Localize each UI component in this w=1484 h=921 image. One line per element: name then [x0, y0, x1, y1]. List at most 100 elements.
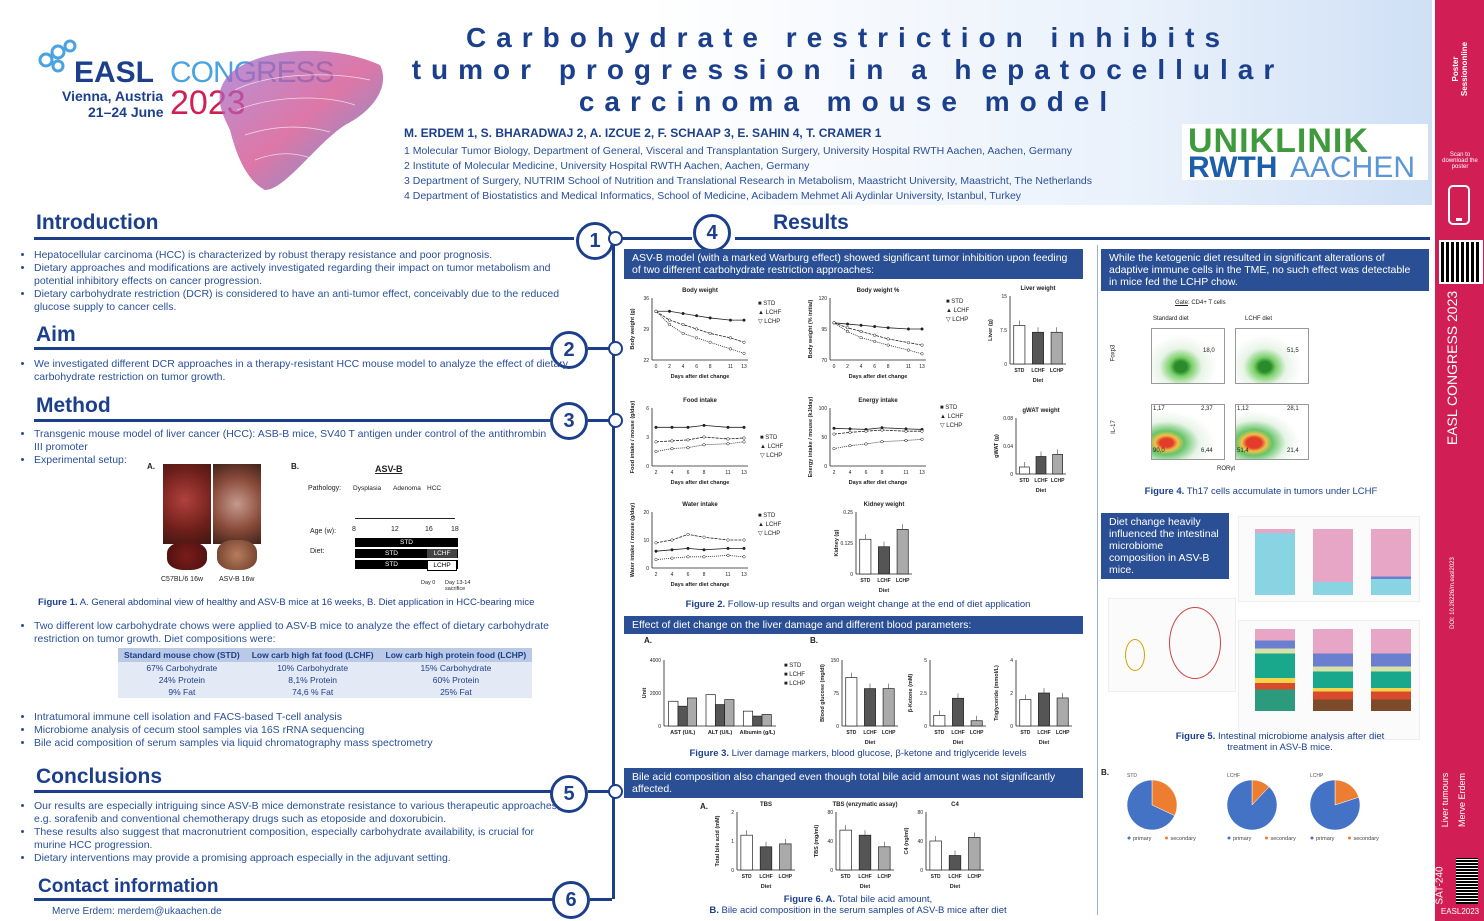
category-label: STD — [931, 874, 941, 880]
table-cell: 24% Protein — [118, 674, 246, 686]
legend-marker — [1265, 836, 1268, 840]
bar — [839, 829, 852, 871]
sidebar-doi: DOI: 10.26226/m.easl2023 — [1450, 557, 1456, 629]
facs-value: 28,1 — [1287, 406, 1299, 412]
pcoa-plot — [1108, 598, 1236, 692]
legend-lchp: LCHP — [764, 319, 781, 325]
spine-node — [608, 784, 623, 799]
intro-bullet: Hepatocellular carcinoma (HCC) is charac… — [34, 249, 579, 262]
method-heading: Method — [36, 394, 111, 417]
timeline-axis — [355, 518, 455, 519]
fig1-panel-b-label: B. — [291, 462, 299, 471]
bar — [948, 855, 962, 871]
fig3-panel-a-label: A. — [644, 636, 652, 645]
legend-lchf: LCHF — [767, 444, 784, 450]
bar — [858, 834, 872, 871]
pcoa-ellipse — [1169, 607, 1221, 679]
asvb-abdomen-photo — [213, 464, 261, 544]
uniklinik-logo: UNIKLINIK RWTH AACHEN — [1182, 124, 1428, 184]
legend-lchf-marker: ▲ — [758, 310, 766, 316]
method-bullet: Two different low carbohydrate chows wer… — [34, 620, 554, 646]
facs-std-label: Standard diet — [1153, 316, 1189, 322]
category-label: LCHP — [968, 874, 982, 880]
legend-lchp: LCHP — [789, 681, 806, 687]
facs-axis-ror: RORγt — [1217, 466, 1235, 472]
spine-node — [608, 231, 623, 246]
scheme-title: ASV-B — [375, 464, 403, 474]
section-number-2: 2 — [550, 331, 588, 369]
table-row: 24% Protein 8,1% Protein 60% Protein — [118, 674, 533, 686]
tick-label: 80 — [917, 810, 923, 816]
pie-legend: primary — [1133, 836, 1152, 842]
legend-std: STD — [763, 301, 776, 307]
results-rule — [735, 237, 1430, 240]
uniklinik-line2a: RWTH — [1188, 151, 1278, 184]
table-header: Standard mouse chow (STD) — [118, 648, 246, 662]
table-row: 67% Carbohydrate 10% Carbohydrate 15% Carb… — [118, 662, 533, 674]
microbiome-barplot-top — [1238, 516, 1420, 602]
microbiome-barplot-bottom — [1238, 620, 1420, 740]
pie-slice — [1151, 779, 1178, 816]
diet-bar-lchf-std: STD — [385, 550, 398, 557]
qr-code[interactable] — [1439, 240, 1483, 284]
spine-node — [608, 413, 623, 428]
facs-value: 90,0 — [1153, 448, 1165, 454]
aim-heading: Aim — [36, 323, 76, 346]
legend-std-marker: ■ — [946, 299, 952, 305]
affiliation-3: 3 Department of Surgery, NUTRIM School o… — [404, 175, 1093, 187]
facs-lchf-label: LCHF diet — [1245, 316, 1273, 322]
aim-bullets: We investigated different DCR approaches… — [20, 358, 569, 384]
bar — [779, 843, 792, 871]
hexagon-cluster-icon — [38, 39, 77, 73]
facs-axis-il17: IL-17 — [1110, 420, 1117, 434]
authors: M. ERDEM 1, S. BHARADWAJ 2, A. IZCUE 2, … — [404, 126, 882, 140]
facs-value: 6,44 — [1201, 448, 1213, 454]
contact-email[interactable]: Merve Erdem: merdem@ukaachen.de — [52, 906, 222, 917]
liver-illustration — [219, 50, 384, 191]
logo-dates: 21–24 June — [88, 104, 164, 120]
figure2-caption: Figure 2. Follow-up results and organ we… — [628, 599, 1088, 610]
legend-marker — [1310, 836, 1314, 840]
diet-composition-table: Standard mouse chow (STD) Low carb high … — [118, 648, 533, 698]
results-divider — [1097, 245, 1098, 915]
conclusion-bullet: These results also suggest that macronut… — [34, 826, 564, 852]
figure6a-label: A. — [700, 802, 708, 811]
table-cell: 74,6 % Fat — [245, 686, 380, 698]
legend-fig2b: ■ STD ▲ LCHF ▽ LCHP — [946, 298, 969, 325]
affiliation-1: 1 Molecular Tumor Biology, Department of… — [404, 145, 1073, 157]
x-axis-label: Diet — [860, 884, 871, 890]
category-label: LCHF — [759, 874, 772, 880]
diet-bar-std: STD — [355, 538, 458, 547]
fig1-panel-a-label: A. — [147, 462, 155, 471]
pie-slice — [1309, 779, 1361, 831]
sidebar-scan-text: Scan to download the poster — [1442, 152, 1478, 170]
bar — [878, 846, 891, 871]
conclusion-bullet: Our results are especially intriguing si… — [34, 800, 564, 826]
method-bullet: Microbiome analysis of cecum stool sampl… — [34, 724, 554, 737]
age-12: 12 — [391, 526, 399, 533]
poster-title: Carbohydrate restriction inhibits tumor … — [411, 22, 1285, 117]
microbiome-bar — [1371, 629, 1411, 711]
legend-lchp: LCHP — [946, 423, 963, 429]
x-axis-label: Diet — [761, 884, 772, 890]
fig3-panel-b-label: B. — [810, 636, 818, 645]
legend-std-marker: ■ — [760, 435, 766, 441]
figure4-caption: Figure 4. Th17 cells accumulate in tumor… — [1101, 486, 1421, 497]
asvb-liver-photo — [217, 540, 257, 570]
logo-place: Vienna, Austria — [62, 88, 164, 104]
figure3-caption-text: Liver damage markers, blood glucose, β-k… — [729, 748, 1027, 759]
method-rule — [34, 419, 554, 422]
sidebar-topic: Liver tumours — [1440, 772, 1450, 828]
microbiome-bar — [1255, 529, 1295, 595]
legend-lchf-marker: ▲ — [760, 444, 768, 450]
diet-bar-lchf-label: LCHF — [427, 549, 457, 558]
sidebar-congress: EASL CONGRESS 2023 — [1444, 290, 1460, 446]
figure6-caption-label-b: B. — [709, 905, 719, 916]
introduction-rule — [34, 237, 574, 240]
affiliation-2: 2 Institute of Molecular Medicine, Unive… — [404, 160, 810, 172]
stage-2: Adenoma — [393, 485, 421, 492]
chart-title: C4 — [951, 802, 959, 808]
bar — [759, 846, 773, 871]
legend-std: STD — [945, 405, 958, 411]
tick-label: 0 — [731, 868, 734, 874]
